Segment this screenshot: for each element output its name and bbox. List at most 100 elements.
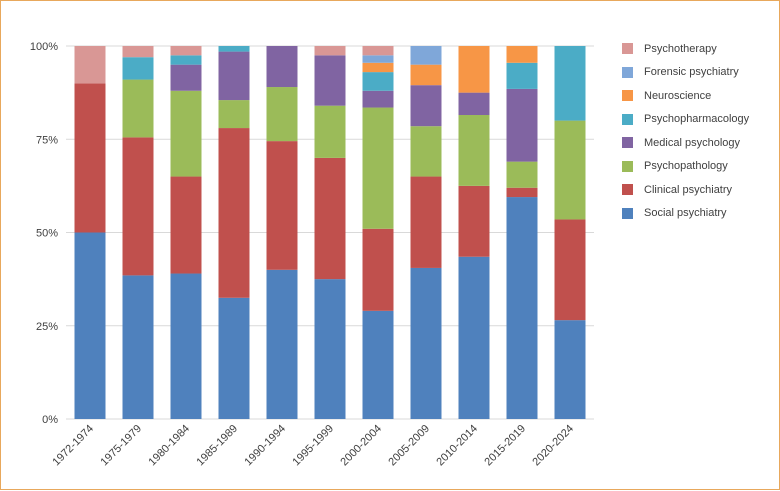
x-tick-label: 1980-1984 [146, 423, 192, 469]
y-tick-label: 0% [42, 414, 58, 426]
legend-item: Neuroscience [622, 84, 749, 108]
bar-segment-psychopathology [266, 87, 298, 142]
bar-segment-neuroscience [362, 62, 394, 73]
chart-legend: Psychotherapy Forensic psychiatry Neurosci… [622, 37, 749, 225]
x-tick-label: 1972-1974 [50, 423, 96, 469]
bar-segment-medical-psychology [314, 55, 346, 106]
legend-item: Forensic psychiatry [622, 61, 749, 85]
x-tick-label: 2015-2019 [482, 423, 528, 469]
x-tick-label: 1995-1999 [290, 423, 336, 469]
legend-swatch [622, 137, 633, 149]
bar-segment-forensic-psychiatry [410, 46, 442, 65]
bar-segment-psychopathology [554, 120, 586, 220]
bar-segment-social-psychiatry [458, 256, 490, 419]
bar-segment-medical-psychology [218, 51, 250, 101]
bar-segment-clinical-psychiatry [170, 176, 202, 274]
y-tick-label: 25% [36, 321, 58, 333]
legend-item: Social psychiatry [622, 202, 749, 226]
bar-segment-clinical-psychiatry [266, 141, 298, 270]
y-tick-label: 75% [36, 134, 58, 146]
bar-segment-psychopharmacology [362, 72, 394, 91]
bar-segment-social-psychiatry [362, 310, 394, 419]
bar-segment-psychotherapy [314, 46, 346, 56]
legend-swatch [622, 66, 633, 78]
bar-segment-social-psychiatry [314, 279, 346, 419]
legend-label: Forensic psychiatry [644, 66, 739, 79]
legend-item: Psychopathology [622, 155, 749, 179]
bar-segment-clinical-psychiatry [218, 128, 250, 298]
bar-segment-clinical-psychiatry [362, 228, 394, 311]
legend-swatch [622, 90, 633, 102]
bar-segment-psychopharmacology [218, 46, 250, 52]
bar-segment-neuroscience [410, 64, 442, 86]
bar-segment-clinical-psychiatry [74, 83, 106, 233]
bar-segment-neuroscience [506, 46, 538, 63]
x-tick-label: 2010-2014 [434, 423, 480, 469]
y-tick-label: 50% [36, 228, 58, 240]
legend-swatch [622, 113, 633, 125]
bar-segment-psychopharmacology [506, 62, 538, 89]
bar-segment-clinical-psychiatry [122, 137, 154, 276]
bar-segment-psychopathology [458, 115, 490, 186]
legend-label: Medical psychology [644, 136, 740, 149]
x-tick-label: 2005-2009 [386, 423, 432, 469]
legend-label: Neuroscience [644, 89, 712, 102]
bar-segment-psychopharmacology [122, 57, 154, 80]
bar-segment-clinical-psychiatry [506, 187, 538, 198]
bar-segment-social-psychiatry [410, 267, 442, 419]
bar-segment-clinical-psychiatry [314, 157, 346, 280]
bar-segment-social-psychiatry [170, 273, 202, 419]
legend-item: Psychotherapy [622, 37, 749, 61]
x-tick-label: 2000-2004 [338, 423, 384, 469]
bar-segment-social-psychiatry [122, 275, 154, 419]
bar-segment-psychopathology [170, 90, 202, 177]
bar-segment-psychopharmacology [554, 46, 586, 121]
bar-segment-psychotherapy [74, 46, 106, 84]
bar-segment-medical-psychology [458, 92, 490, 116]
bar-segment-clinical-psychiatry [554, 219, 586, 321]
bar-segment-psychotherapy [122, 46, 154, 58]
bar-segment-psychopathology [362, 107, 394, 229]
bar-segment-psychopathology [218, 100, 250, 129]
x-tick-label: 2020-2024 [530, 423, 576, 469]
bar-segment-social-psychiatry [506, 197, 538, 419]
x-tick-label: 1985-1989 [194, 423, 240, 469]
legend-swatch [622, 184, 633, 196]
legend-label: Psychopharmacology [644, 113, 750, 126]
legend-label: Clinical psychiatry [644, 183, 733, 196]
legend-item: Psychopharmacology [622, 108, 749, 132]
bar-segment-medical-psychology [506, 88, 538, 162]
bar-segment-neuroscience [458, 46, 490, 93]
legend-swatch [622, 207, 633, 219]
bar-segment-psychotherapy [170, 46, 202, 56]
bar-segment-medical-psychology [362, 90, 394, 108]
bar-segment-psychopathology [410, 126, 442, 177]
bar-segment-social-psychiatry [266, 269, 298, 419]
x-tick-label: 1990-1994 [242, 423, 288, 469]
bar-segment-forensic-psychiatry [362, 55, 394, 63]
y-tick-label: 100% [30, 41, 58, 53]
bar-segment-psychopharmacology [170, 55, 202, 65]
bar-segment-medical-psychology [170, 64, 202, 91]
legend-label: Psychotherapy [644, 42, 717, 55]
legend-swatch [622, 160, 633, 172]
bar-segment-clinical-psychiatry [458, 185, 490, 257]
legend-swatch [622, 43, 633, 55]
bar-segment-medical-psychology [410, 85, 442, 127]
bar-segment-psychopathology [122, 79, 154, 138]
bar-segment-psychotherapy [362, 46, 394, 56]
legend-label: Psychopathology [644, 160, 728, 173]
bar-segment-medical-psychology [266, 46, 298, 88]
bar-segment-psychopathology [314, 105, 346, 158]
legend-item: Medical psychology [622, 131, 749, 155]
legend-label: Social psychiatry [644, 207, 727, 220]
x-tick-label: 1975-1979 [98, 423, 144, 469]
bar-segment-psychopathology [506, 161, 538, 188]
bar-segment-social-psychiatry [218, 297, 250, 419]
bar-segment-social-psychiatry [74, 232, 106, 419]
bar-segment-clinical-psychiatry [410, 176, 442, 268]
bar-segment-social-psychiatry [554, 320, 586, 419]
legend-item: Clinical psychiatry [622, 178, 749, 202]
